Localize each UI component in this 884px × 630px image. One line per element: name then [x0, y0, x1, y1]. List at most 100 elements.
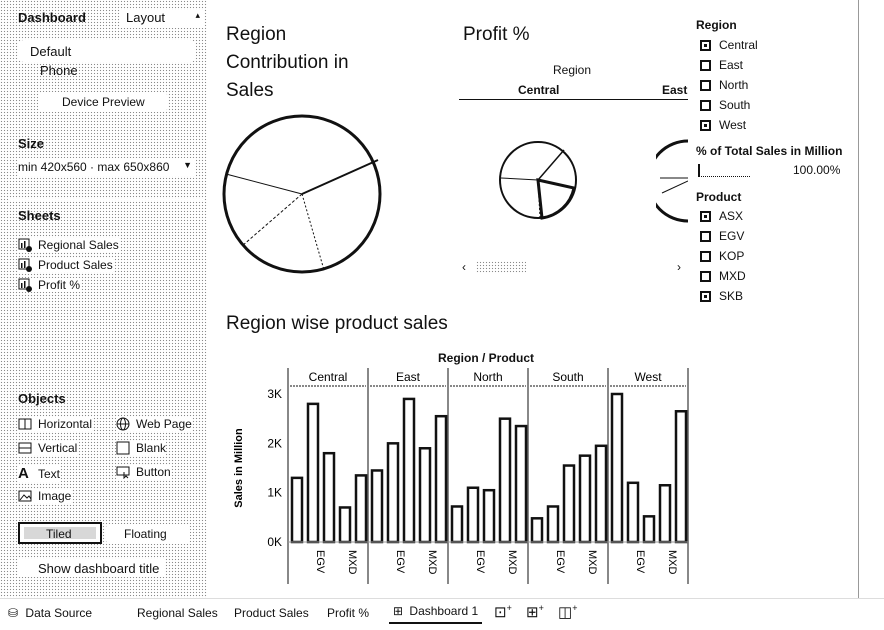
tab-dashboard[interactable]: Dashboard — [18, 10, 86, 25]
checkbox-icon — [18, 561, 32, 575]
object-label: Web Page — [136, 417, 192, 431]
floating-label: Floating — [124, 527, 167, 541]
size-dropdown[interactable]: min 420x560 · max 650x860 ▼ — [18, 158, 196, 176]
tab-dashboard-1[interactable]: ⊞ Dashboard 1 — [389, 602, 483, 624]
sheet-item-regional-sales[interactable]: Regional Sales — [18, 238, 119, 252]
bar — [418, 447, 432, 544]
bar — [498, 417, 512, 544]
profit-pie-central[interactable] — [498, 140, 580, 222]
legend-pct-title: % of Total Sales in Million — [696, 144, 843, 158]
profit-col-east: East — [662, 83, 688, 97]
group-label: South — [552, 370, 583, 384]
object-label: Button — [136, 465, 171, 479]
legend-label: Central — [719, 38, 758, 52]
pie-title-line: Sales — [226, 80, 274, 101]
legend-product-item[interactable]: ASX — [700, 209, 743, 223]
region-pie-chart[interactable] — [218, 110, 388, 280]
objects-header: Objects — [18, 391, 66, 406]
legend-region-item[interactable]: South — [700, 98, 750, 112]
bar — [338, 506, 352, 544]
bar — [578, 454, 592, 544]
tab-layout-label: Layout — [126, 10, 166, 25]
object-blank[interactable]: Blank — [116, 441, 167, 455]
device-default-label: Default — [30, 44, 72, 59]
y-tick-label: 1K — [267, 486, 282, 500]
profit-header-rule — [459, 99, 688, 100]
swatch-icon — [700, 210, 711, 222]
legend-product-item[interactable]: SKB — [700, 289, 743, 303]
bar-chart[interactable]: Sales in Million 0K 1K 2K 3K Central EGV MXD Eas… — [226, 364, 696, 590]
database-icon: ⛁ — [8, 606, 19, 620]
x-tick-label: EGV — [634, 550, 646, 574]
scroll-right-arrow[interactable]: › — [677, 260, 681, 274]
device-preview-label: Device Preview — [62, 95, 145, 109]
size-header: Size — [18, 136, 45, 151]
tab-data-source[interactable]: ⛁ Data Source — [8, 606, 92, 620]
sheet-item-label: Product Sales — [38, 258, 113, 272]
tab-layout[interactable]: Layout ▴ — [120, 10, 204, 28]
horizontal-layout-icon — [18, 418, 32, 430]
swatch-icon — [700, 79, 711, 91]
dropdown-arrow-icon: ▼ — [183, 160, 192, 170]
new-worksheet-icon[interactable]: ⊡+ — [494, 603, 512, 621]
legend-region-item[interactable]: East — [700, 58, 743, 72]
bar — [594, 444, 608, 544]
legend-product-item[interactable]: MXD — [700, 269, 746, 283]
bar — [402, 397, 416, 544]
object-button[interactable]: Button — [116, 465, 171, 479]
tab-label: Dashboard 1 — [409, 604, 479, 618]
scroll-left-arrow[interactable]: ‹ — [462, 260, 466, 274]
bar — [674, 410, 688, 544]
object-text[interactable]: A Text — [18, 465, 61, 482]
bar — [642, 515, 656, 544]
object-web-page[interactable]: Web Page — [116, 417, 192, 431]
group-label: East — [396, 370, 421, 384]
sheet-item-label: Regional Sales — [38, 238, 119, 252]
new-story-icon[interactable]: ◫+ — [558, 603, 578, 621]
swatch-icon — [700, 250, 711, 262]
pie-title-line: Region — [226, 24, 287, 45]
legend-region-item[interactable]: West — [700, 118, 746, 132]
device-default-box[interactable]: Default — [18, 40, 196, 62]
tab-label: Data Source — [25, 606, 93, 620]
updown-icon: ▴ — [195, 10, 200, 20]
tab-regional-sales[interactable]: Regional Sales — [137, 606, 218, 620]
pie-slice-edge — [225, 173, 303, 195]
pie-slice-edge — [301, 159, 379, 195]
profit-column-header: Region — [553, 63, 592, 77]
sheet-item-product-sales[interactable]: Product Sales — [18, 258, 113, 272]
scrollbar-thumb[interactable] — [476, 261, 526, 273]
legend-product-item[interactable]: KOP — [700, 249, 744, 263]
legend-product-item[interactable]: EGV — [700, 229, 744, 243]
tab-profit[interactable]: Profit % — [327, 606, 370, 620]
sheet-item-profit[interactable]: Profit % — [18, 278, 81, 292]
y-tick-label: 3K — [267, 387, 282, 401]
pie-slice-edge — [241, 193, 303, 247]
profit-pie-east[interactable] — [656, 138, 688, 224]
tiled-button[interactable]: Tiled — [18, 522, 102, 544]
bar — [482, 488, 496, 544]
object-vertical[interactable]: Vertical — [18, 441, 78, 455]
object-image[interactable]: Image — [18, 489, 72, 503]
legend-label: EGV — [719, 229, 745, 243]
bar — [290, 476, 304, 544]
y-axis-label: Sales in Million — [233, 428, 245, 508]
tab-product-sales[interactable]: Product Sales — [234, 606, 309, 620]
sheet-icon — [18, 258, 32, 272]
object-label: Horizontal — [38, 417, 93, 431]
device-preview-button[interactable]: Device Preview — [38, 92, 168, 112]
legend-region-item[interactable]: North — [700, 78, 748, 92]
divider — [8, 126, 204, 127]
x-tick-label: MXD — [346, 550, 358, 575]
floating-button[interactable]: Floating — [106, 524, 190, 544]
new-dashboard-icon[interactable]: ⊞+ — [526, 603, 544, 621]
legend-label: KOP — [719, 249, 745, 263]
device-phone-label[interactable]: Phone — [40, 63, 78, 78]
size-value: min 420x560 · max 650x860 — [18, 160, 170, 174]
object-horizontal[interactable]: Horizontal — [18, 417, 93, 431]
profit-col-central: Central — [518, 83, 560, 97]
show-title-checkbox[interactable]: Show dashboard title — [18, 559, 166, 577]
x-tick-label: EGV — [474, 550, 486, 574]
legend-region-item[interactable]: Central — [700, 38, 758, 52]
dashboard-side-panel: Dashboard Layout ▴ Default Phone Device … — [0, 0, 207, 598]
